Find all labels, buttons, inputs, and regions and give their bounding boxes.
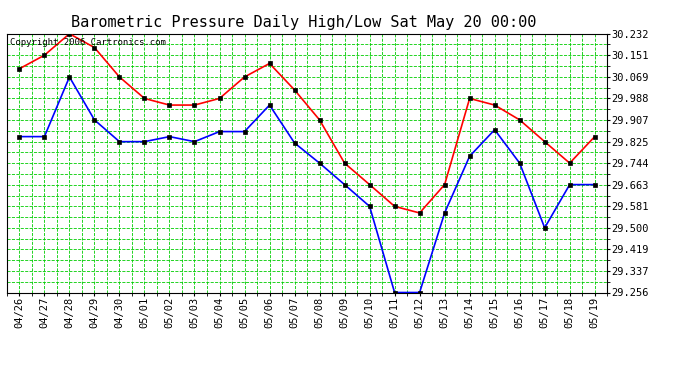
Text: Barometric Pressure Daily High/Low Sat May 20 00:00: Barometric Pressure Daily High/Low Sat M… (71, 15, 536, 30)
Text: Copyright 2006 Cartronics.com: Copyright 2006 Cartronics.com (10, 38, 166, 46)
